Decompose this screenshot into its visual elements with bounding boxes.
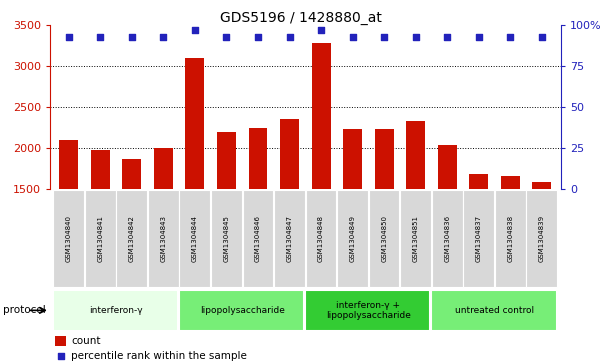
Bar	[117, 190, 147, 287]
Text: GSM1304846: GSM1304846	[255, 215, 261, 262]
Bar	[249, 129, 267, 189]
Text: interferon-γ: interferon-γ	[90, 306, 143, 315]
Bar	[463, 190, 494, 287]
Text: GSM1304845: GSM1304845	[224, 215, 230, 262]
Bar	[368, 190, 400, 287]
Text: GSM1304838: GSM1304838	[507, 215, 513, 262]
Point	[64, 34, 73, 40]
Text: GSM1304842: GSM1304842	[129, 215, 135, 262]
Text: GSM1304840: GSM1304840	[66, 215, 72, 262]
Bar	[305, 290, 430, 331]
Bar	[91, 150, 110, 189]
Bar	[53, 290, 178, 331]
Text: GSM1304844: GSM1304844	[192, 215, 198, 262]
Point	[127, 34, 136, 40]
Text: lipopolysaccharide: lipopolysaccharide	[200, 306, 285, 315]
Bar	[53, 190, 84, 287]
Text: percentile rank within the sample: percentile rank within the sample	[72, 351, 247, 362]
Point	[190, 27, 200, 33]
Bar	[311, 42, 331, 189]
Bar	[374, 129, 394, 189]
Text: protocol: protocol	[3, 305, 46, 315]
Bar	[469, 174, 488, 189]
Bar	[180, 190, 210, 287]
Bar	[343, 129, 362, 189]
Text: count: count	[72, 336, 101, 346]
Bar	[148, 190, 178, 287]
Bar	[211, 190, 242, 287]
Point	[96, 34, 105, 40]
Point	[56, 354, 66, 359]
Bar	[532, 182, 551, 189]
Bar	[274, 190, 305, 287]
Bar	[280, 118, 299, 189]
Point	[505, 34, 515, 40]
Point	[379, 34, 389, 40]
Text: GDS5196 / 1428880_at: GDS5196 / 1428880_at	[219, 11, 382, 25]
Point	[316, 27, 326, 33]
Text: GSM1304851: GSM1304851	[413, 215, 419, 262]
Text: untreated control: untreated control	[455, 306, 534, 315]
Bar	[526, 190, 557, 287]
Text: GSM1304836: GSM1304836	[444, 215, 450, 262]
Text: GSM1304839: GSM1304839	[539, 215, 545, 262]
Bar	[154, 148, 173, 189]
Bar	[59, 140, 78, 189]
Text: GSM1304847: GSM1304847	[287, 215, 293, 262]
Bar	[400, 190, 431, 287]
Point	[285, 34, 294, 40]
Bar	[495, 190, 525, 287]
Bar	[243, 190, 273, 287]
Point	[253, 34, 263, 40]
Point	[474, 34, 484, 40]
Point	[159, 34, 168, 40]
Bar	[123, 159, 141, 189]
Bar	[438, 145, 457, 189]
Text: GSM1304841: GSM1304841	[97, 215, 103, 262]
Bar	[406, 121, 425, 189]
Bar	[186, 58, 204, 189]
Text: GSM1304849: GSM1304849	[350, 215, 356, 262]
Bar	[337, 190, 368, 287]
Bar	[501, 176, 520, 189]
Bar	[432, 190, 463, 287]
Bar	[432, 290, 557, 331]
Bar	[55, 336, 66, 346]
Bar	[217, 132, 236, 189]
Bar	[179, 290, 304, 331]
Text: GSM1304848: GSM1304848	[318, 215, 324, 262]
Point	[537, 34, 547, 40]
Text: interferon-γ +
lipopolysaccharide: interferon-γ + lipopolysaccharide	[326, 301, 411, 320]
Point	[411, 34, 421, 40]
Text: GSM1304850: GSM1304850	[381, 215, 387, 262]
Text: GSM1304837: GSM1304837	[476, 215, 482, 262]
Point	[222, 34, 231, 40]
Point	[442, 34, 452, 40]
Bar	[85, 190, 115, 287]
Bar	[306, 190, 337, 287]
Point	[348, 34, 358, 40]
Text: GSM1304843: GSM1304843	[160, 215, 166, 262]
